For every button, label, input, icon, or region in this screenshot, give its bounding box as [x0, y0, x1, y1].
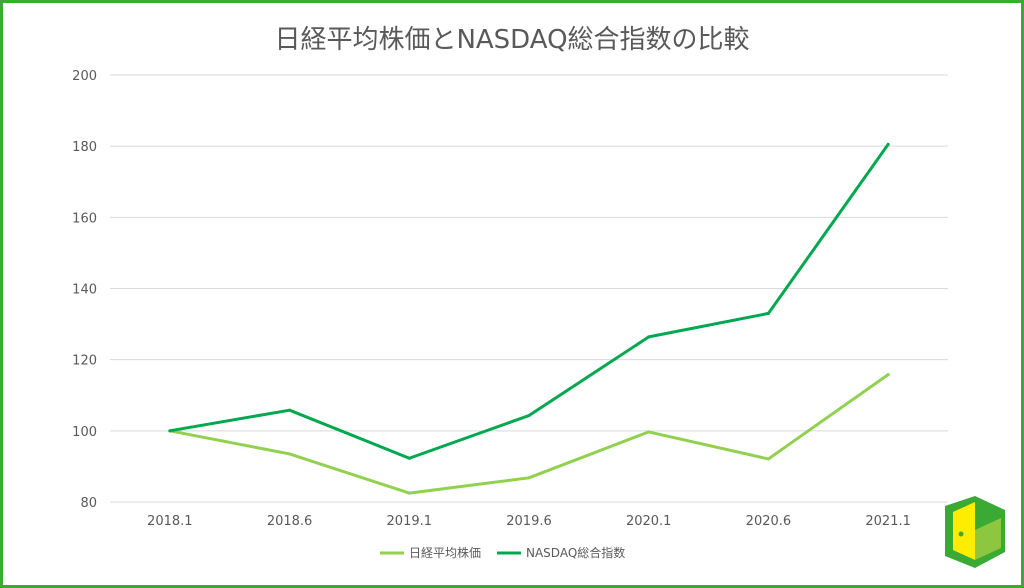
x-tick-label: 2019.1 [387, 514, 433, 529]
data-point [407, 491, 411, 495]
series-lines [168, 142, 890, 495]
legend-label: 日経平均株価 [409, 545, 481, 560]
data-point [527, 476, 531, 480]
y-tick-label: 140 [72, 283, 97, 298]
data-point [766, 457, 770, 461]
data-point [766, 311, 770, 315]
y-tick-label: 80 [80, 496, 97, 511]
y-tick-label: 160 [72, 211, 97, 226]
data-point [647, 430, 651, 434]
y-tick-label: 100 [72, 425, 97, 440]
data-point [527, 414, 531, 418]
data-point [288, 452, 292, 456]
door-logo-icon [945, 496, 1005, 568]
legend-label: NASDAQ総合指数 [526, 545, 625, 560]
x-tick-label: 2018.1 [147, 514, 193, 529]
y-tick-label: 180 [72, 140, 97, 155]
x-tick-label: 2018.6 [267, 514, 313, 529]
x-tick-label: 2019.6 [506, 514, 552, 529]
x-axis-ticks: 2018.1 2018.6 2019.1 2019.6 2020.1 2020.6 2021… [147, 514, 911, 529]
x-tick-label: 2020.1 [626, 514, 672, 529]
data-point [407, 456, 411, 460]
y-axis-ticks: 80 100 120 140 160 180 200 [72, 69, 97, 511]
legend: 日経平均株価 NASDAQ総合指数 [380, 545, 625, 560]
y-tick-label: 120 [72, 354, 97, 369]
data-point [168, 429, 172, 433]
chart-title: 日経平均株価とNASDAQ総合指数の比較 [274, 25, 749, 55]
series-line-1 [168, 373, 890, 495]
data-point [288, 408, 292, 412]
data-point [886, 142, 890, 146]
y-tick-label: 200 [72, 69, 97, 84]
series-line-2 [168, 142, 890, 460]
data-point [886, 373, 890, 377]
x-tick-label: 2021.1 [865, 514, 911, 529]
gridlines [110, 74, 948, 503]
data-point [647, 335, 651, 339]
x-tick-label: 2020.6 [746, 514, 792, 529]
